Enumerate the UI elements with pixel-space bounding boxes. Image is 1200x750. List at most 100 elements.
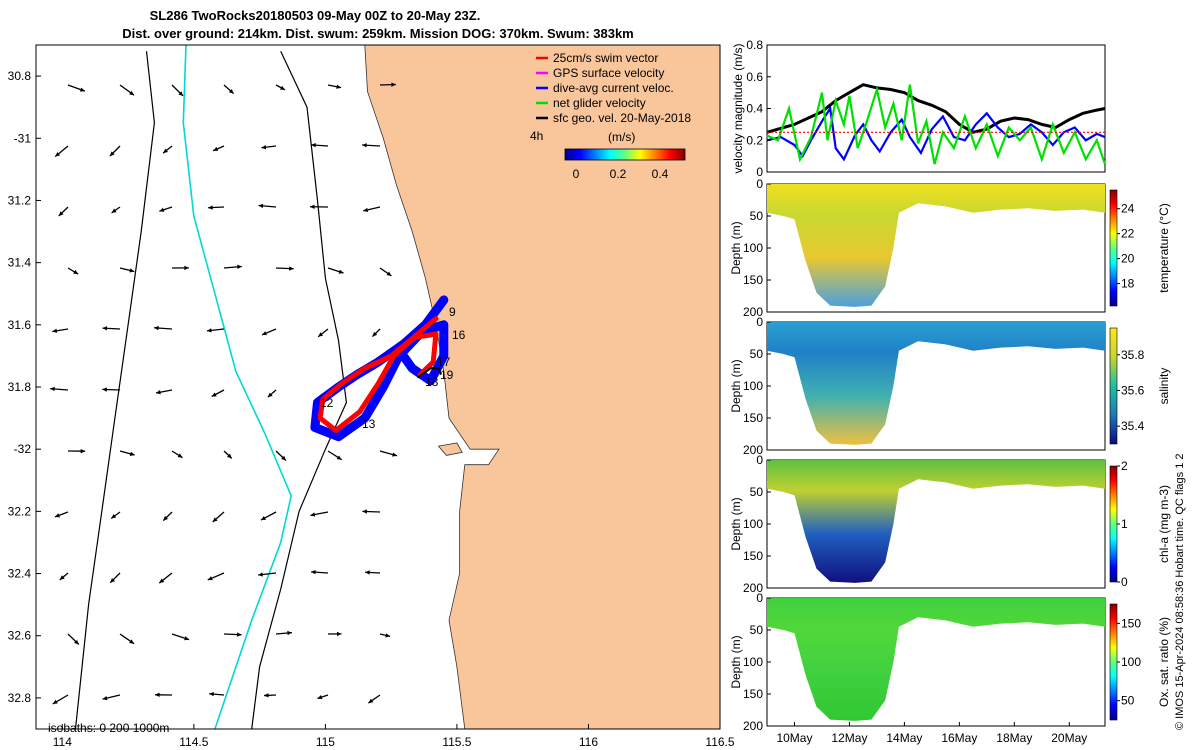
section-colorbar-tick-label: 1 [1121,517,1128,531]
section-panel: 0 50 100 150 200 Depth (m) 50 100 150 Ox. sat. ra… [729,591,1171,733]
legend-label: GPS surface velocity [553,66,664,80]
vector-head [310,204,315,209]
vector-head [207,576,213,581]
vector-arrow [67,448,86,454]
legend-label: net glider velocity [553,96,646,110]
vector-head [372,331,378,337]
y-tick-label: 31.4 [8,256,32,270]
vector-head [336,455,342,460]
vector-arrow [212,145,225,152]
vector-head [386,271,392,276]
velocity-y-tick-label: 0 [756,165,763,179]
vector-arrow [379,450,398,457]
section-y-tick-label: 150 [743,687,763,701]
vector-arrow [171,450,183,459]
vector-arrow [208,205,225,210]
x-tick-label: 115 [316,735,335,749]
vector-head [280,85,286,90]
vector-arrow [119,84,135,96]
x-tick-label: 114.5 [179,735,208,749]
section-panel: 0 50 100 150 200 Depth (m) 18 20 22 24 temperature… [729,177,1171,319]
vector-arrow [211,389,225,398]
section-y-tick-label: 100 [743,655,763,669]
vector-head [287,630,292,636]
vector-arrow [67,84,86,92]
day-label: 16 [452,328,466,342]
y-tick-label: 32.2 [8,504,32,518]
legend-label: sfc geo. vel. 20-May-2018 [553,111,691,125]
vector-head [178,91,184,96]
vector-arrow [102,387,121,392]
vector-head [392,452,398,457]
section-colorbar-tick-label: 150 [1121,616,1141,630]
vector-arrow [67,267,79,275]
section-y-tick-label: 0 [756,591,763,605]
colorbar-tick-label: 0 [573,167,580,181]
vector-head [365,570,370,575]
figure-title-line1: SL286 TwoRocks20180503 09-May 00Z to 20-… [150,8,481,23]
legend-entry: 25cm/s swim vector [536,51,658,65]
section-colorbar [1109,327,1118,445]
section-y-label: Depth (m) [729,359,743,412]
vector-head [58,211,64,217]
y-tick-label: 30.8 [8,69,32,83]
vector-head [212,517,218,522]
section-data-fill [767,322,1105,445]
isobath-1000m [74,51,156,729]
section-y-tick-label: 100 [743,379,763,393]
day-label: 19 [440,368,454,382]
vector-head [184,636,190,641]
vector-head [129,451,135,456]
y-tick-label: 32.8 [8,691,32,705]
time-tick-label: 18May [996,731,1032,745]
vector-head [336,84,342,89]
vector-arrow [223,84,235,95]
section-colorbar-tick-label: 35.6 [1121,383,1145,397]
vector-arrow [155,389,173,395]
vector-arrow [261,328,277,336]
vector-head [211,392,217,397]
island [437,442,463,456]
colorbar-tick-label: 0.2 [610,167,627,181]
vector-arrow [275,84,286,91]
vector-head [129,268,135,273]
time-tick-label: 16May [941,731,977,745]
section-y-tick-label: 0 [756,177,763,191]
velocity-series-net_glider [766,84,1107,165]
vector-head [391,82,396,87]
vector-arrow [362,143,381,148]
vector-arrow [379,267,392,277]
vector-head [311,143,316,148]
vector-head [155,390,161,395]
land-area [364,45,720,729]
vector-head [227,453,232,459]
vector-head [237,264,242,270]
vector-arrow [275,630,293,636]
colorbar-title: (m/s) [608,130,635,144]
vector-arrow [154,325,173,331]
section-panel: 0 50 100 150 200 Depth (m) 0 1 2 chl-a (mg m-3) [729,453,1171,595]
time-tick-label: 14May [886,731,922,745]
legend-label: 25cm/s swim vector [553,51,658,65]
vector-head [261,331,267,336]
legend-entry: dive-avg current veloc. [536,81,674,95]
vector-head [154,325,159,331]
vector-arrow [102,694,121,701]
vector-head [129,90,135,96]
vector-arrow [310,204,329,209]
section-colorbar [1109,603,1118,721]
vector-arrow [110,511,121,519]
legend-label: dive-avg current veloc. [553,81,674,95]
velocity-series-sfc_geo [766,83,1106,134]
vector-head [236,632,242,637]
y-tick-label: 31.2 [8,193,32,207]
vector-head [385,633,391,638]
vector-arrow [263,693,277,698]
vector-arrow [209,691,225,697]
section-y-tick-label: 50 [750,347,764,361]
section-y-tick-label: 50 [750,623,764,637]
vector-head [110,577,115,583]
